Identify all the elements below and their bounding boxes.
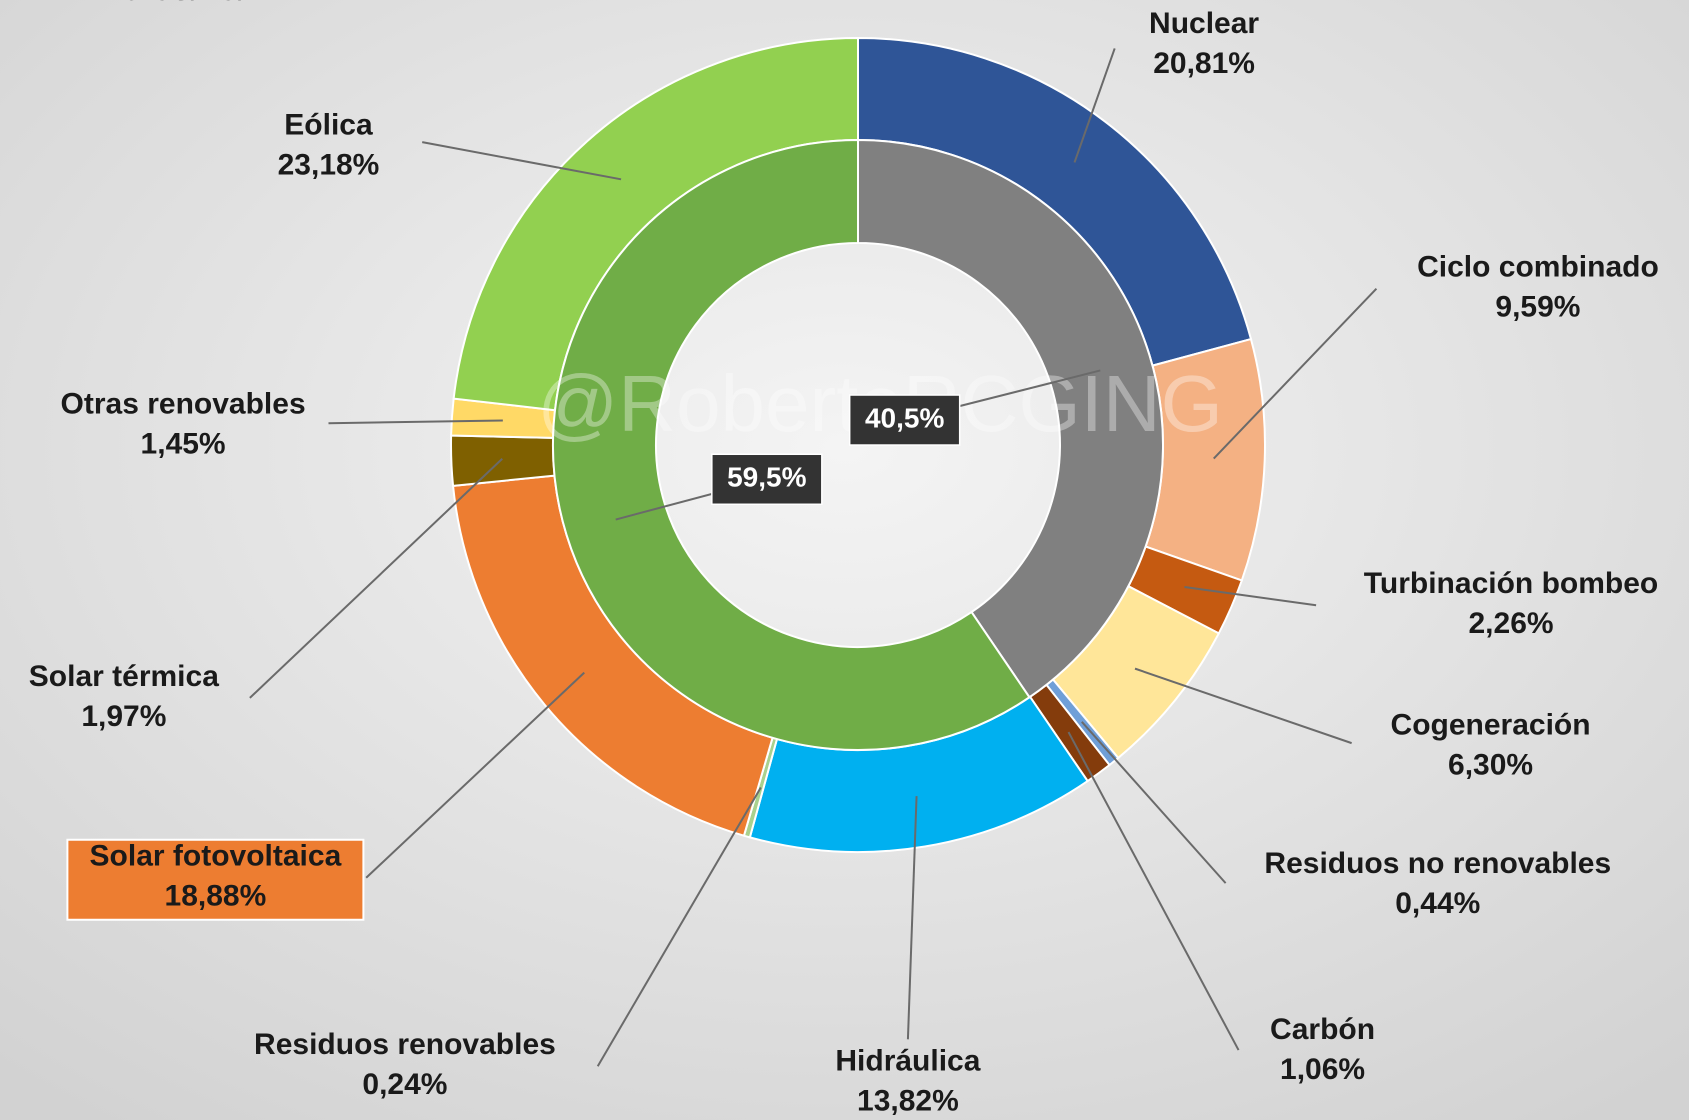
slice-value-label: 13,82% bbox=[857, 1084, 959, 1117]
inner-value-label: 59,5% bbox=[727, 462, 806, 493]
slice-label: Hidráulica bbox=[835, 1044, 980, 1077]
leader-line bbox=[328, 419, 503, 425]
donut-slice bbox=[857, 138, 1164, 699]
slice-label: Residuos renovables bbox=[254, 1028, 556, 1061]
slice-value-label: 1,97% bbox=[81, 700, 166, 733]
leader-line bbox=[1081, 721, 1227, 884]
leader-line bbox=[249, 458, 503, 699]
slice-value-label: 1,06% bbox=[1280, 1053, 1365, 1086]
leader-line bbox=[365, 671, 585, 879]
leader-line bbox=[1073, 48, 1116, 163]
slice-value-label: 2,26% bbox=[1468, 607, 1553, 640]
leader-line bbox=[596, 786, 762, 1067]
inner-value-label: 40,5% bbox=[865, 402, 944, 433]
leader-line bbox=[906, 796, 918, 1040]
slice-label: Carbón bbox=[1270, 1013, 1375, 1046]
slice-value-label: 0,24% bbox=[362, 1068, 447, 1101]
label-box bbox=[848, 394, 961, 446]
subtitle: a 08/10/24 bbox=[125, 0, 286, 8]
slice-label: Nuclear bbox=[1149, 7, 1259, 40]
slice-value-label: 18,88% bbox=[165, 880, 267, 913]
leader-line bbox=[1134, 667, 1352, 745]
slice-value-label: 20,81% bbox=[1153, 47, 1255, 80]
slice-label: Ciclo combinado bbox=[1417, 251, 1659, 284]
slice-label: Solar fotovoltaica bbox=[90, 840, 342, 873]
slice-label: Cogeneración bbox=[1391, 708, 1591, 741]
leader-line bbox=[1213, 287, 1378, 460]
slice-value-label: 6,30% bbox=[1448, 748, 1533, 781]
slice-label: Residuos no renovables bbox=[1264, 847, 1611, 880]
donut-slice bbox=[552, 138, 1031, 751]
leader-line bbox=[1067, 731, 1240, 1051]
leader-line bbox=[1184, 586, 1317, 607]
slice-value-label: 0,44% bbox=[1395, 887, 1480, 920]
slice-label: Solar térmica bbox=[29, 660, 219, 693]
slice-value-label: 1,45% bbox=[141, 427, 226, 460]
label-box bbox=[66, 838, 365, 921]
slice-label: Turbinación bombeo bbox=[1364, 567, 1658, 600]
slice-value-label: 9,59% bbox=[1495, 291, 1580, 324]
slice-value-label: 23,18% bbox=[278, 148, 380, 181]
label-box bbox=[711, 453, 823, 506]
slice-label: Eólica bbox=[284, 108, 373, 141]
slice-label: Otras renovables bbox=[61, 387, 306, 420]
leader-line bbox=[422, 141, 622, 181]
